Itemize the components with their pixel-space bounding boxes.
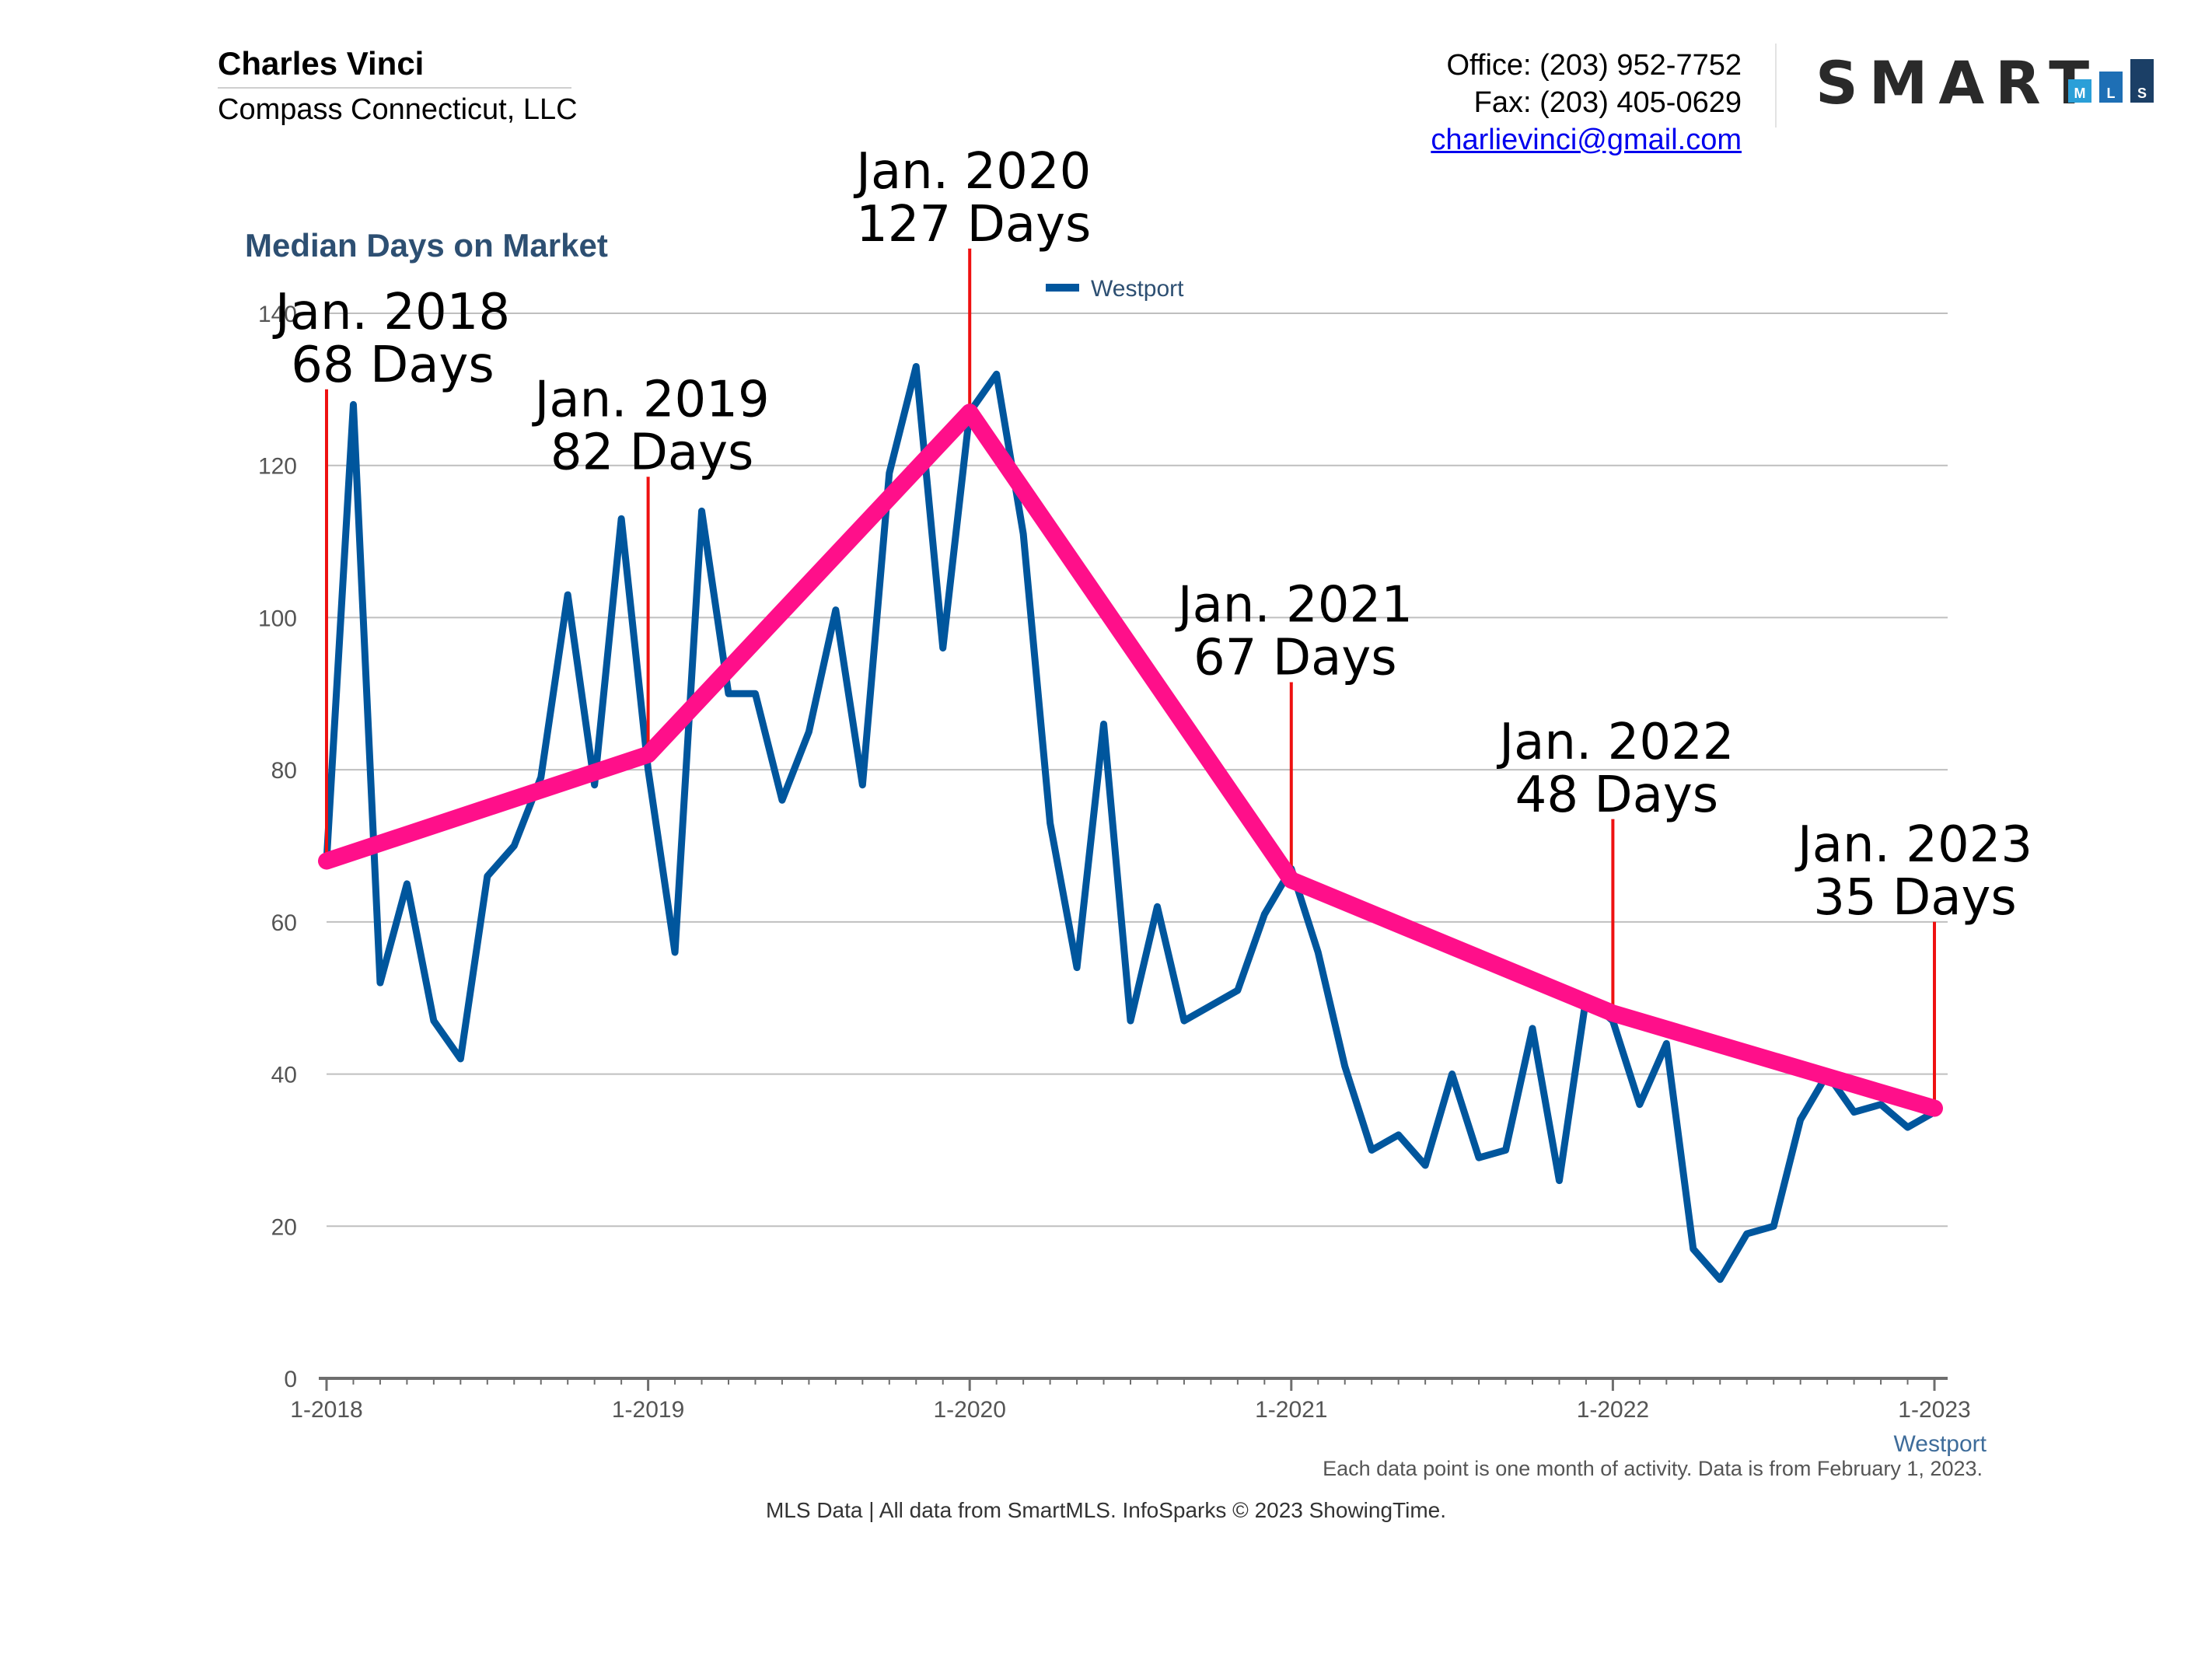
logo-divider <box>1775 44 1777 127</box>
logo-letter-l: L <box>2107 86 2116 101</box>
annotation-label-days: 67 Days <box>1193 630 1397 687</box>
data-credits: MLS Data | All data from SmartMLS. InfoS… <box>765 1498 1446 1522</box>
series-line-westport <box>323 363 1938 1284</box>
annotation-label-days: 127 Days <box>856 196 1091 253</box>
mls-logo-mark: M L S <box>2068 59 2154 103</box>
agent-name: Charles Vinci <box>218 45 425 82</box>
annotation-label-date: Jan. 2018 <box>272 284 510 341</box>
logo-bar-s <box>2130 59 2154 103</box>
annotation-label-days: 68 Days <box>291 337 494 394</box>
annotation-label-date: Jan. 2021 <box>1175 577 1413 634</box>
x-tick-label: 1-2019 <box>612 1397 684 1423</box>
annotation-label-date: Jan. 2022 <box>1496 714 1734 771</box>
annotation-label-days: 35 Days <box>1813 869 2017 927</box>
y-tick-label: 120 <box>258 454 297 480</box>
y-tick-label: 140 <box>258 302 297 327</box>
y-tick-label: 0 <box>284 1367 297 1392</box>
x-tick-label: 1-2018 <box>290 1397 362 1423</box>
trend-line <box>318 403 1943 1117</box>
fax-number: Fax: (203) 405-0629 <box>1473 86 1742 119</box>
contact-block: Office: (203) 952-7752 Fax: (203) 405-06… <box>1431 47 1742 159</box>
smart-mls-logo: SMART <box>1815 48 2101 117</box>
logo-bar-m <box>2068 79 2091 103</box>
x-tick-label: 1-2023 <box>1898 1397 1970 1423</box>
chart-title: Median Days on Market <box>245 227 608 264</box>
y-tick-label: 100 <box>258 606 297 631</box>
logo-letter-s: S <box>2137 86 2147 101</box>
logo-letter-m: M <box>2074 86 2086 101</box>
y-tick-label: 40 <box>271 1063 297 1088</box>
agent-company: Compass Connecticut, LLC <box>218 93 578 126</box>
email-link[interactable]: charlievinci@gmail.com <box>1431 124 1742 156</box>
y-tick-label: 20 <box>271 1214 297 1240</box>
y-tick-label: 80 <box>271 758 297 784</box>
annotation-label-date: Jan. 2019 <box>531 371 769 428</box>
x-tick-label: 1-2021 <box>1255 1397 1327 1423</box>
annotation-label-days: 82 Days <box>550 424 754 481</box>
x-axis-label: Westport <box>1894 1431 1987 1457</box>
annotation-label-date: Jan. 2020 <box>853 143 1091 201</box>
annotation-label-date: Jan. 2023 <box>1794 816 2032 874</box>
legend-label: Westport <box>1091 276 1184 302</box>
logo-bar-l <box>2099 72 2123 103</box>
x-tick-label: 1-2020 <box>933 1397 1005 1423</box>
y-tick-label: 60 <box>271 910 297 936</box>
annotation-label-days: 48 Days <box>1515 767 1719 824</box>
office-phone: Office: (203) 952-7752 <box>1446 49 1742 82</box>
agent-divider <box>218 87 571 89</box>
x-tick-label: 1-2022 <box>1577 1397 1649 1423</box>
data-footnote: Each data point is one month of activity… <box>1323 1457 1983 1480</box>
